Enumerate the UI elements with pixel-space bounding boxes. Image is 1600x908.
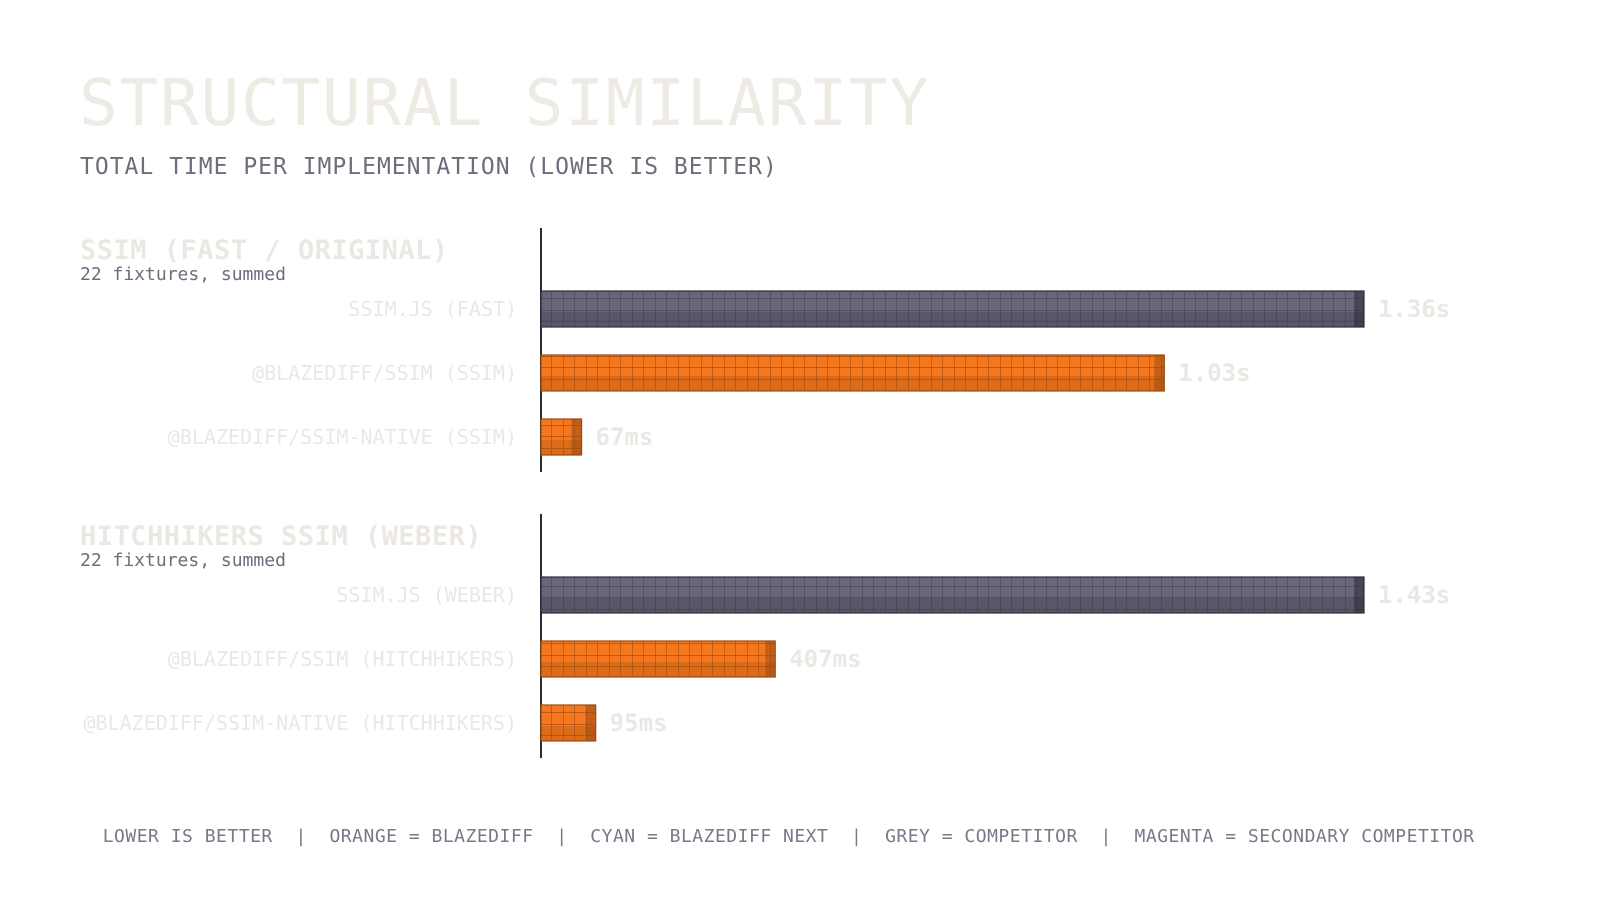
bar-outline bbox=[540, 418, 583, 456]
value-label: 1.03s bbox=[1178, 359, 1250, 387]
legend-separator: | bbox=[1100, 826, 1112, 847]
category-label: SSIM.JS (FAST) bbox=[348, 297, 517, 321]
legend-item: MAGENTA = SECONDARY COMPETITOR bbox=[1134, 826, 1475, 847]
chart-title: STRUCTURAL SIMILARITY bbox=[79, 67, 931, 141]
category-label: @BLAZEDIFF/SSIM (SSIM) bbox=[252, 361, 517, 385]
value-label: 1.43s bbox=[1378, 581, 1450, 609]
chart-subtitle: TOTAL TIME PER IMPLEMENTATION (LOWER IS … bbox=[80, 154, 778, 180]
legend-item: CYAN = BLAZEDIFF NEXT bbox=[590, 826, 829, 847]
legend-item: ORANGE = BLAZEDIFF bbox=[329, 826, 534, 847]
bar-end-cap bbox=[1354, 577, 1364, 613]
value-label: 1.36s bbox=[1378, 295, 1450, 323]
bar-end-cap bbox=[765, 641, 776, 677]
bar-end-cap bbox=[1154, 355, 1165, 391]
group-title: HITCHHIKERS SSIM (WEBER) bbox=[80, 521, 482, 552]
bar-shade bbox=[541, 312, 1364, 327]
bar-shade bbox=[541, 662, 776, 677]
legend-item: GREY = COMPETITOR bbox=[885, 826, 1078, 847]
bar-texture bbox=[541, 577, 1364, 613]
value-label: 67ms bbox=[596, 423, 654, 451]
category-label: @BLAZEDIFF/SSIM (HITCHHIKERS) bbox=[168, 647, 517, 671]
bar-texture bbox=[541, 641, 776, 677]
group-subtitle: 22 fixtures, summed bbox=[80, 550, 286, 571]
category-label: @BLAZEDIFF/SSIM-NATIVE (SSIM) bbox=[168, 425, 517, 449]
bar-end-cap bbox=[571, 419, 582, 455]
bar-outline bbox=[540, 354, 1165, 392]
bar-texture bbox=[541, 291, 1364, 327]
legend-separator: | bbox=[556, 826, 568, 847]
bar-outline bbox=[540, 290, 1365, 328]
value-label: 407ms bbox=[789, 645, 861, 673]
legend-separator: | bbox=[851, 826, 863, 847]
bar-texture bbox=[541, 355, 1165, 391]
bar-shade bbox=[541, 726, 596, 741]
bar-end-cap bbox=[1354, 291, 1364, 327]
bar-outline bbox=[540, 576, 1365, 614]
bar-shade bbox=[541, 376, 1165, 391]
group-subtitle: 22 fixtures, summed bbox=[80, 264, 286, 285]
legend-item: LOWER IS BETTER bbox=[102, 826, 273, 847]
bar-shade bbox=[541, 598, 1364, 613]
category-label: @BLAZEDIFF/SSIM-NATIVE (HITCHHIKERS) bbox=[84, 711, 517, 735]
bar-outline bbox=[540, 640, 776, 678]
bar-outline bbox=[540, 704, 597, 742]
category-label: SSIM.JS (WEBER) bbox=[336, 583, 517, 607]
legend-separator: | bbox=[295, 826, 307, 847]
bar-shade bbox=[541, 440, 582, 455]
legend: LOWER IS BETTER | ORANGE = BLAZEDIFF | C… bbox=[80, 810, 1475, 846]
group-title: SSIM (FAST / ORIGINAL) bbox=[80, 235, 449, 266]
value-label: 95ms bbox=[610, 709, 668, 737]
bar-end-cap bbox=[585, 705, 596, 741]
